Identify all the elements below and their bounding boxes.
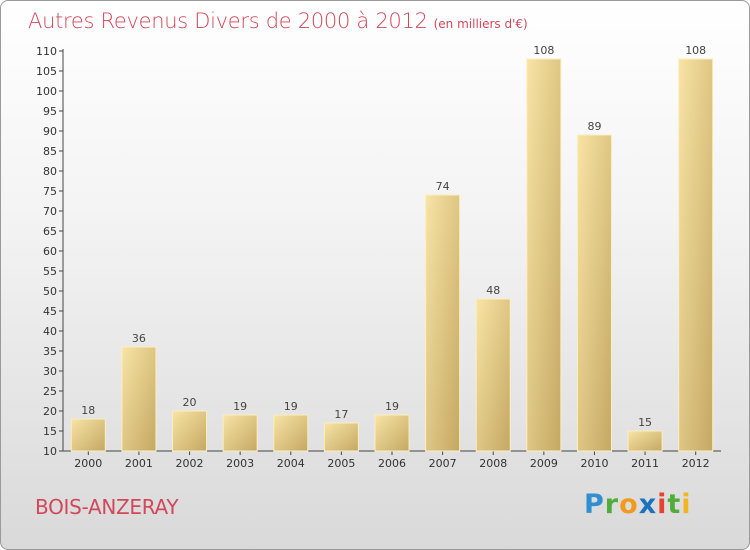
data-label: 19: [385, 400, 399, 413]
y-tick-label: 105: [36, 65, 57, 78]
bar: [576, 134, 612, 452]
title-block: Autres Revenus Divers de 2000 à 2012 (en …: [28, 9, 528, 33]
data-label: 108: [685, 44, 706, 57]
data-label: 18: [81, 404, 95, 417]
y-tick-label: 100: [36, 85, 57, 98]
y-tick-label: 15: [43, 425, 57, 438]
bar: [172, 410, 208, 452]
y-tick-label: 30: [43, 365, 57, 378]
data-label: 19: [233, 400, 247, 413]
data-label: 36: [132, 332, 146, 345]
x-tick-label: 2012: [682, 457, 710, 470]
x-tick-label: 2000: [74, 457, 102, 470]
x-tick-label: 2003: [226, 457, 254, 470]
bars: [70, 58, 714, 452]
y-tick-label: 50: [43, 285, 57, 298]
bar: [627, 430, 663, 452]
y-tick-label: 65: [43, 225, 57, 238]
data-label: 48: [486, 284, 500, 297]
value-labels: 18 36 20 19 19 17 19 74 48 108 89 15 108: [81, 44, 706, 429]
y-tick-label: 55: [43, 265, 57, 278]
x-tick-label: 2007: [429, 457, 457, 470]
y-tick-label: 25: [43, 385, 57, 398]
y-tick-label: 85: [43, 145, 57, 158]
x-tick-label: 2011: [631, 457, 659, 470]
proxiti-logo[interactable]: Proxiti: [584, 489, 692, 520]
bar: [323, 422, 359, 452]
y-tick-label: 110: [36, 45, 57, 58]
bar: [475, 298, 511, 452]
y-tick-label: 20: [43, 405, 57, 418]
bar: [121, 346, 157, 452]
data-label: 19: [284, 400, 298, 413]
x-tick-label: 2009: [530, 457, 558, 470]
y-tick-label: 90: [43, 125, 57, 138]
x-tick-label: 2004: [277, 457, 305, 470]
x-tick-label: 2006: [378, 457, 406, 470]
y-tick-label: 60: [43, 245, 57, 258]
bar: [374, 414, 410, 452]
bar: [425, 194, 461, 452]
data-label: 15: [638, 416, 652, 429]
axes: 10 15 20 25 30 35 40 45 50 55 60 65 70 75 80 85 90 95 100 1…: [36, 45, 721, 470]
data-label: 89: [587, 120, 601, 133]
x-tick-label: 2010: [580, 457, 608, 470]
y-tick-label: 10: [43, 445, 57, 458]
x-tick-label: 2005: [327, 457, 355, 470]
data-label: 108: [533, 44, 554, 57]
chart-title: Autres Revenus Divers de 2000 à 2012: [28, 9, 428, 33]
data-label: 17: [334, 408, 348, 421]
bar: [526, 58, 562, 452]
commune-name: BOIS-ANZERAY: [35, 495, 179, 519]
x-tick-label: 2002: [176, 457, 204, 470]
x-tick-label: 2008: [479, 457, 507, 470]
y-tick-label: 45: [43, 305, 57, 318]
y-tick-label: 35: [43, 345, 57, 358]
bar: [678, 58, 714, 452]
x-tick-label: 2001: [125, 457, 153, 470]
bar: [70, 418, 106, 452]
bar: [222, 414, 258, 452]
y-tick-label: 95: [43, 105, 57, 118]
y-tick-label: 70: [43, 205, 57, 218]
chart-unit: (en milliers d'€): [433, 17, 528, 31]
data-label: 74: [436, 180, 450, 193]
y-tick-label: 40: [43, 325, 57, 338]
data-label: 20: [183, 396, 197, 409]
y-tick-label: 80: [43, 165, 57, 178]
bar: [273, 414, 309, 452]
y-tick-label: 75: [43, 185, 57, 198]
